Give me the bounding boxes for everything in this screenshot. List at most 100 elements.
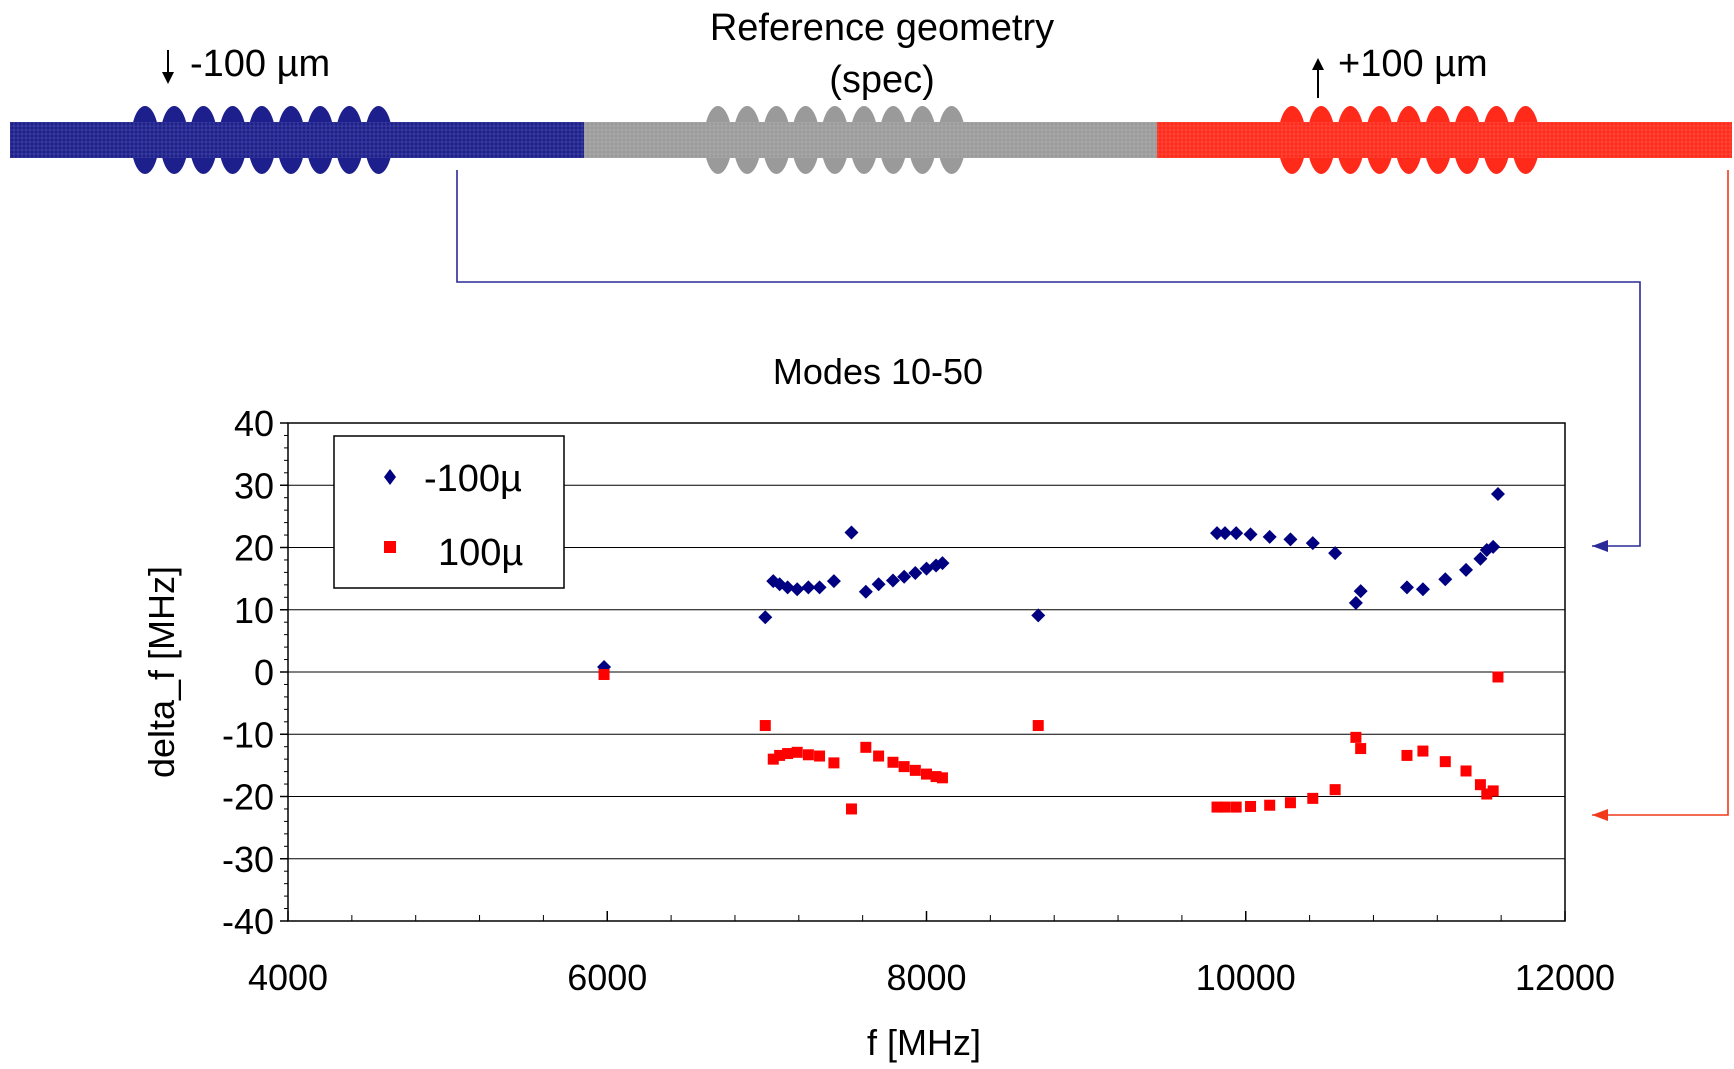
data-point-minus bbox=[790, 582, 805, 597]
data-point-minus bbox=[1328, 546, 1343, 561]
data-point-plus bbox=[845, 803, 857, 815]
cavity-minus-100um bbox=[10, 106, 584, 174]
connector-plus-arrowhead-icon bbox=[1592, 809, 1608, 821]
data-point-plus bbox=[1245, 800, 1257, 812]
plus-label-group: +100 µm bbox=[1312, 43, 1488, 98]
series-plus-100 bbox=[598, 668, 1504, 815]
chart-title: Modes 10-50 bbox=[773, 351, 983, 392]
data-point-plus bbox=[1211, 801, 1223, 813]
data-point-plus bbox=[1329, 784, 1341, 796]
data-point-minus bbox=[897, 569, 912, 584]
y-axis-ticks: 40 30 20 10 0 -10 -20 -30 -40 bbox=[222, 403, 288, 942]
data-point-plus bbox=[802, 749, 814, 761]
x-tick-label: 10000 bbox=[1196, 957, 1296, 998]
data-point-plus bbox=[930, 771, 942, 783]
x-tick-label: 6000 bbox=[567, 957, 647, 998]
data-point-plus bbox=[1032, 720, 1044, 732]
data-point-minus bbox=[1473, 551, 1488, 566]
data-point-plus bbox=[782, 748, 794, 760]
data-point-plus bbox=[1230, 801, 1242, 813]
data-point-minus bbox=[1399, 580, 1414, 595]
y-tick-label: 0 bbox=[254, 652, 274, 693]
data-point-minus bbox=[844, 525, 859, 540]
data-point-plus bbox=[828, 757, 840, 769]
connector-minus-arrowhead-icon bbox=[1592, 540, 1608, 552]
data-point-plus bbox=[1355, 743, 1367, 755]
data-point-plus bbox=[1264, 799, 1276, 811]
legend-label-minus: -100µ bbox=[424, 458, 522, 500]
data-point-minus bbox=[1459, 562, 1474, 577]
data-point-minus bbox=[758, 610, 773, 625]
y-tick-label: -30 bbox=[222, 839, 274, 880]
legend-marker-minus bbox=[384, 469, 396, 485]
data-point-plus bbox=[1219, 801, 1231, 813]
data-point-minus bbox=[871, 577, 886, 592]
data-point-plus bbox=[873, 750, 885, 762]
data-point-plus bbox=[767, 753, 779, 765]
data-point-minus bbox=[1262, 529, 1277, 544]
data-point-minus bbox=[908, 566, 923, 581]
y-tick-label: 30 bbox=[234, 465, 274, 506]
data-point-plus bbox=[1284, 797, 1296, 809]
data-point-plus bbox=[598, 668, 610, 680]
y-tick-label: -20 bbox=[222, 777, 274, 818]
series-minus-100 bbox=[597, 486, 1505, 675]
data-point-plus bbox=[1460, 765, 1472, 777]
data-point-plus bbox=[774, 749, 786, 761]
data-point-plus bbox=[860, 741, 872, 753]
plus-label: +100 µm bbox=[1338, 43, 1488, 85]
reference-label-line1: Reference geometry bbox=[710, 7, 1054, 49]
y-tick-label: 40 bbox=[234, 403, 274, 444]
up-arrowhead-icon bbox=[1312, 58, 1324, 70]
data-point-plus bbox=[1401, 749, 1413, 761]
data-point-plus bbox=[936, 772, 948, 784]
reference-label-line2: (spec) bbox=[829, 59, 935, 101]
x-tick-label: 8000 bbox=[886, 957, 966, 998]
y-tick-label: 20 bbox=[234, 528, 274, 569]
data-point-minus bbox=[1031, 608, 1046, 623]
minus-label: -100 µm bbox=[190, 43, 330, 85]
data-point-minus bbox=[1243, 527, 1258, 542]
data-point-minus bbox=[1415, 582, 1430, 597]
data-point-minus bbox=[1438, 572, 1453, 587]
legend-marker-plus bbox=[384, 541, 396, 553]
connector-minus bbox=[456, 170, 1641, 547]
y-axis-label: delta_f [MHz] bbox=[141, 566, 182, 778]
y-tick-label: 10 bbox=[234, 590, 274, 631]
legend: -100µ 100µ bbox=[333, 435, 565, 589]
data-point-minus bbox=[1283, 532, 1298, 547]
data-point-plus bbox=[898, 761, 910, 773]
data-point-plus bbox=[759, 720, 771, 732]
cavity-reference bbox=[584, 106, 1157, 174]
minus-label-group: -100 µm bbox=[162, 43, 330, 85]
data-point-minus bbox=[1217, 526, 1232, 541]
legend-box bbox=[333, 435, 565, 589]
data-point-minus bbox=[1490, 486, 1505, 501]
data-point-plus bbox=[909, 764, 921, 776]
x-axis-label: f [MHz] bbox=[867, 1022, 981, 1063]
down-arrowhead-icon bbox=[162, 72, 174, 84]
data-point-minus bbox=[858, 584, 873, 599]
data-point-minus bbox=[1348, 595, 1363, 610]
data-point-minus bbox=[935, 556, 950, 571]
data-point-plus bbox=[814, 750, 826, 762]
data-point-plus bbox=[1350, 731, 1362, 743]
y-tick-label: -10 bbox=[222, 714, 274, 755]
data-point-minus bbox=[812, 580, 827, 595]
data-point-plus bbox=[887, 756, 899, 768]
data-point-plus bbox=[1417, 745, 1429, 757]
data-point-minus bbox=[780, 580, 795, 595]
data-point-plus bbox=[1474, 779, 1486, 791]
data-point-plus bbox=[1481, 788, 1493, 800]
data-point-plus bbox=[921, 768, 932, 780]
data-point-minus bbox=[1305, 536, 1320, 551]
data-point-plus bbox=[791, 746, 803, 758]
data-point-plus bbox=[1439, 756, 1451, 768]
data-point-minus bbox=[1229, 526, 1244, 541]
data-point-minus bbox=[1486, 539, 1501, 554]
x-tick-label: 4000 bbox=[248, 957, 328, 998]
y-tick-label: -40 bbox=[222, 901, 274, 942]
connector-plus bbox=[1592, 170, 1729, 816]
x-axis-ticks: 4000 6000 8000 10000 12000 bbox=[248, 911, 1615, 998]
